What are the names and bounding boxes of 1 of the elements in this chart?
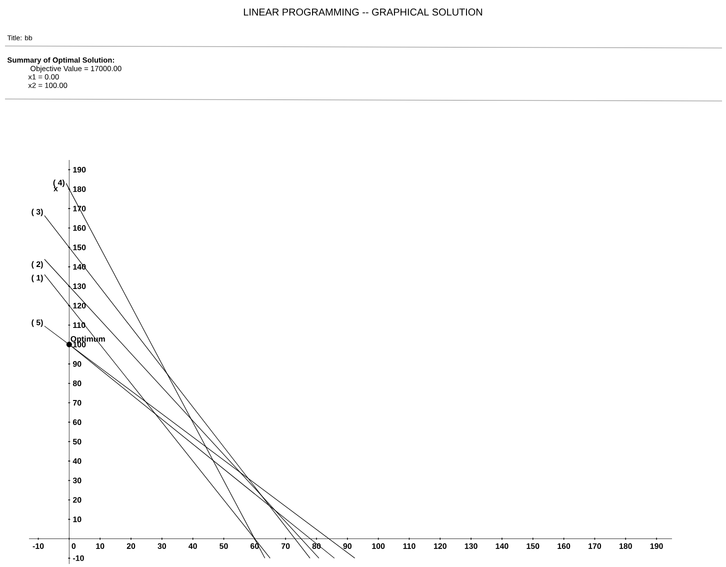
- chart-title: LINEAR PROGRAMMING -- GRAPHICAL SOLUTION: [244, 8, 482, 16]
